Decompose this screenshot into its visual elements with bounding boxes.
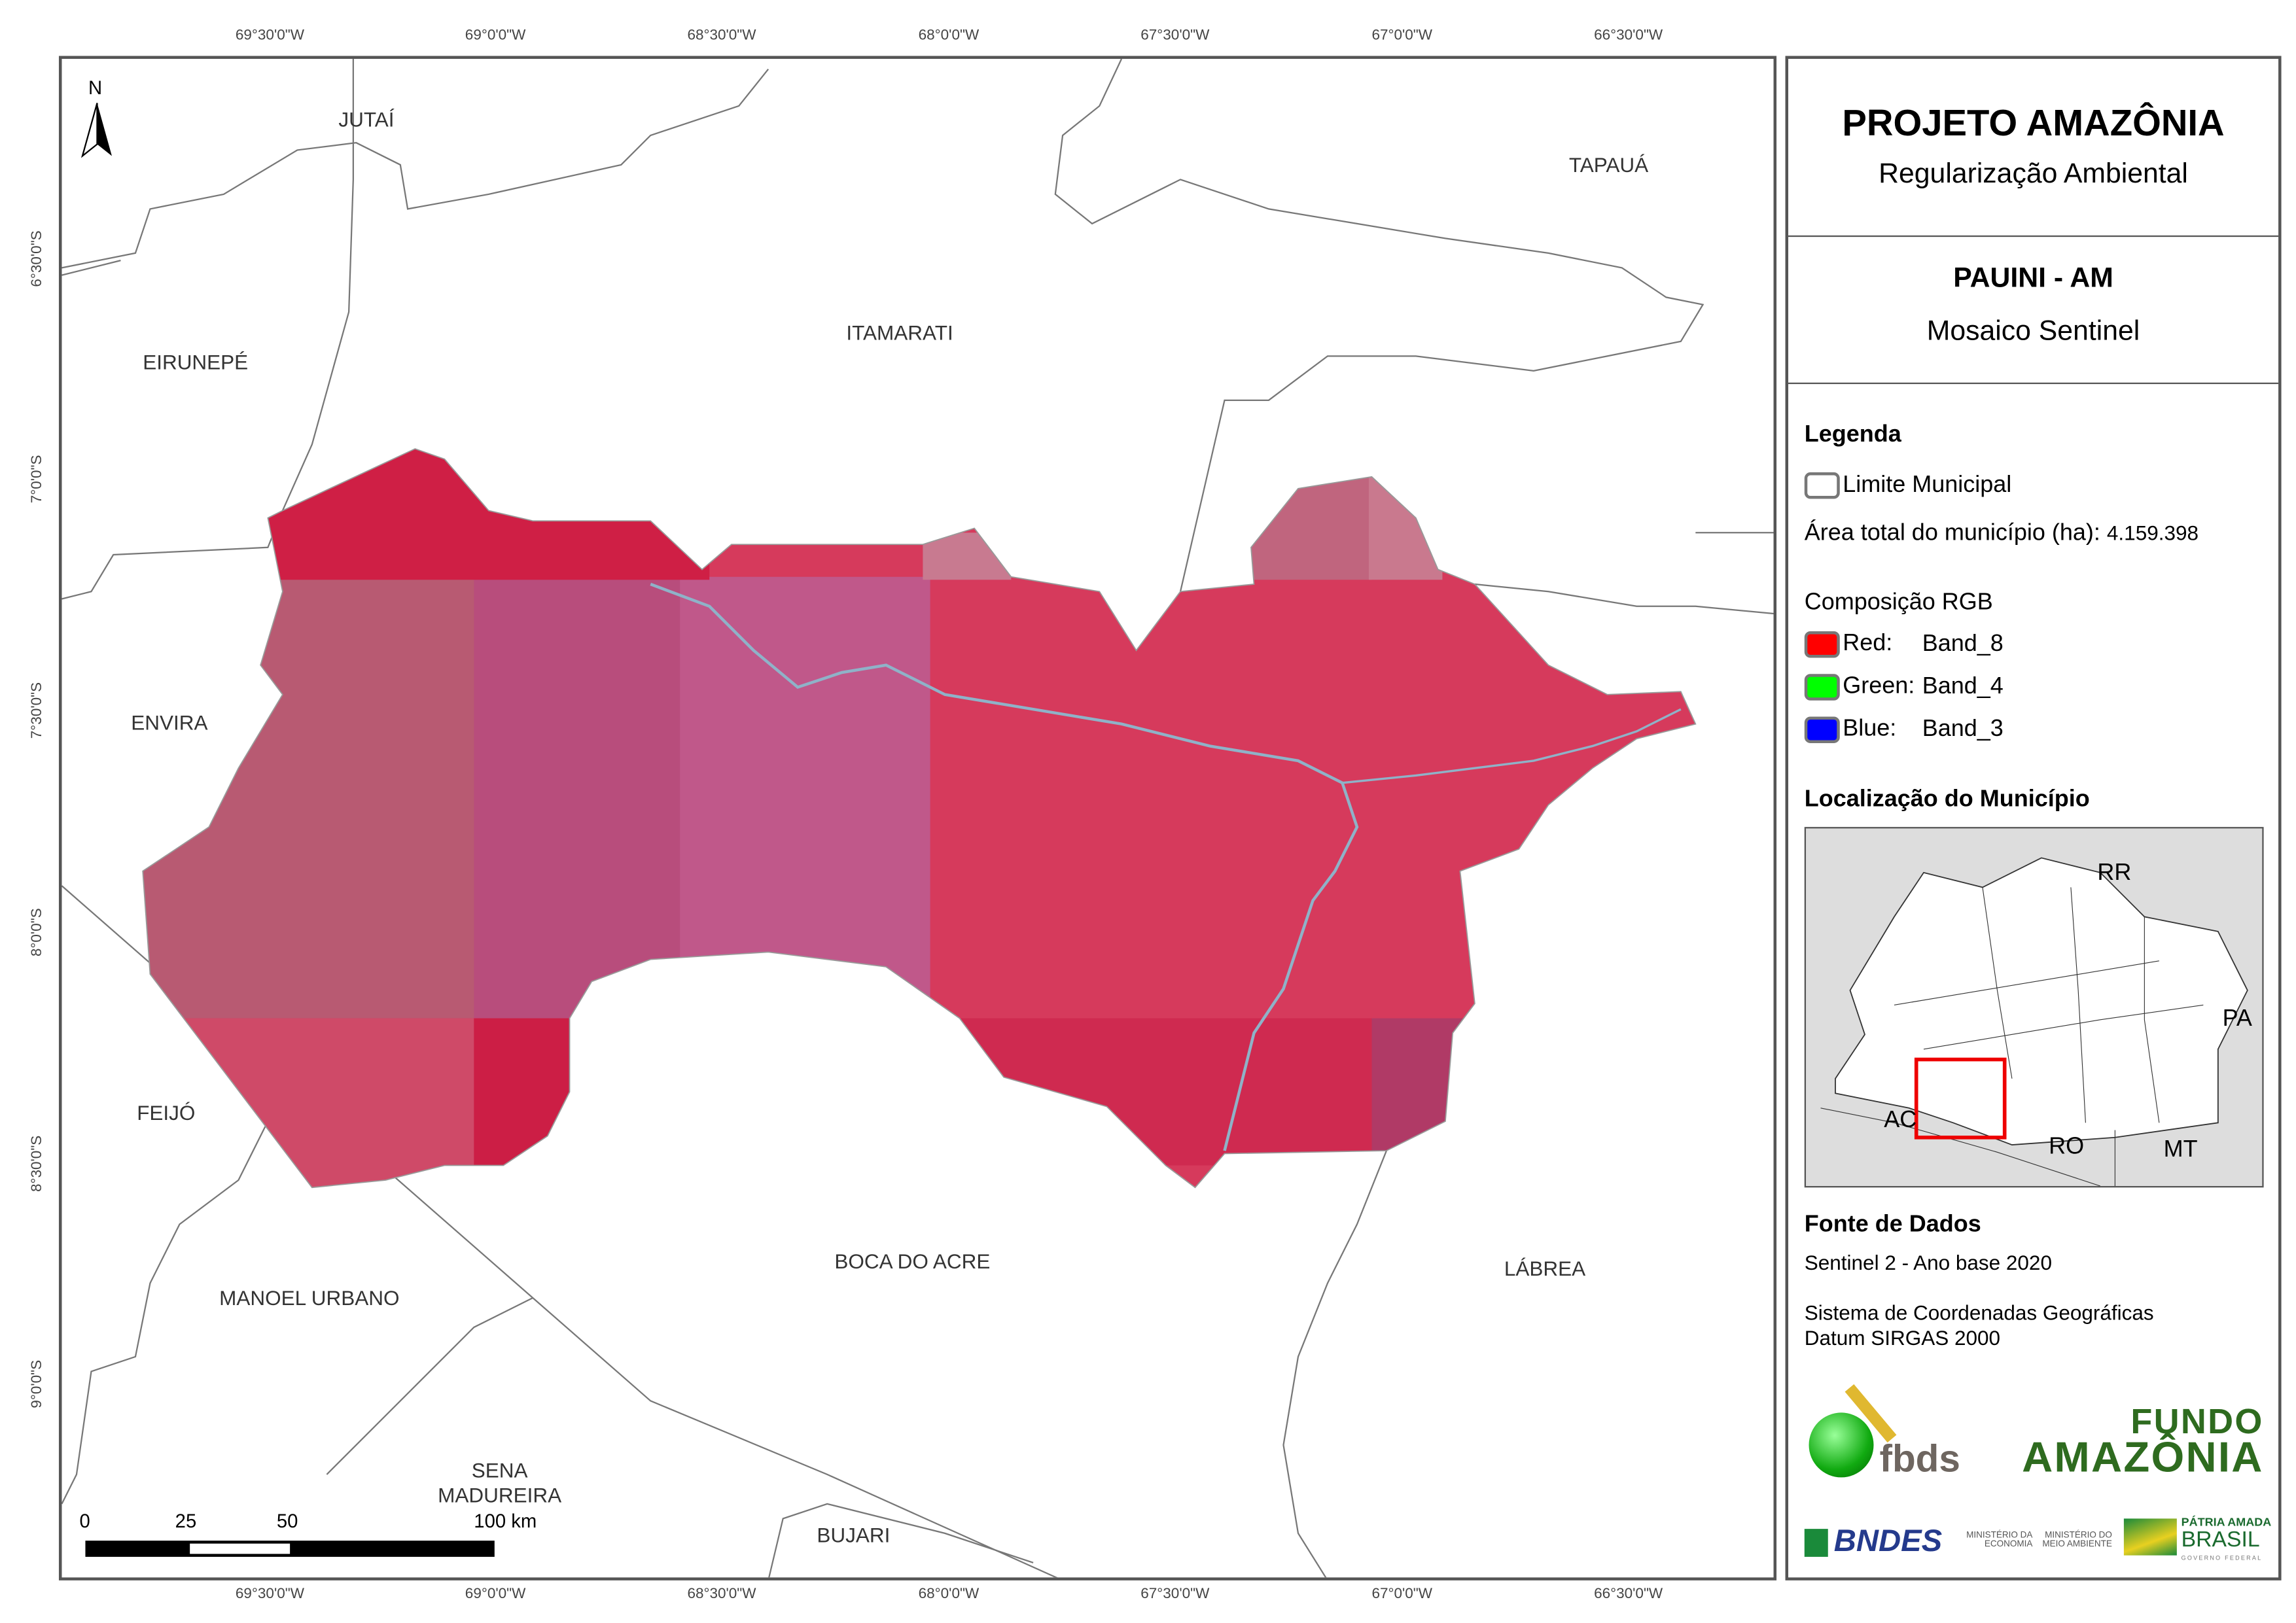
label-boca-do-acre: BOCA DO ACRE [834,1249,991,1273]
mosaic-tile [1368,474,1443,580]
green-swatch [1804,674,1840,701]
mosaic-tile [474,576,695,1019]
legend-band-blue: Blue: Band_3 [1804,716,2004,743]
map-type: Mosaico Sentinel [1926,316,2140,347]
scale-tick: 50 [276,1509,298,1532]
pauini-boundary [142,448,1697,1189]
patria-amada-brasil-logo: PÁTRIA AMADA BRASIL GOVERNO FEDERAL [2181,1515,2272,1562]
sentinel-mosaic [143,449,1696,1188]
mosaic-tile [474,1018,577,1188]
mosaic-tile [143,576,482,1019]
label-itamarati: ITAMARATI [846,321,953,345]
label-bujari: BUJARI [817,1523,891,1547]
lon-label-top: 69°30'0"W [235,27,304,44]
scale-tick: 25 [175,1509,197,1532]
lon-label-bottom: 66°30'0"W [1594,1586,1663,1603]
ministerio-meio-ambiente: MINISTÉRIO DO MEIO AMBIENTE [2042,1531,2112,1550]
river [650,582,1359,1151]
lon-label-top: 67°0'0"W [1371,27,1433,44]
blue-swatch [1804,716,1840,743]
lat-label: 8°0'0"S [29,908,46,957]
lon-label-bottom: 68°30'0"W [687,1586,756,1603]
lon-label-bottom: 68°0'0"W [918,1586,980,1603]
lon-label-bottom: 69°30'0"W [235,1586,304,1603]
area-value: 4.159.398 [2106,521,2199,545]
sources-title: Fonte de Dados [1804,1212,1981,1238]
fbds-logo: fbds [1806,1380,1968,1483]
brasil-flag-logo [2123,1518,2177,1556]
legend-band-green: Green: Band_4 [1804,674,2004,701]
amazonas-state [1835,857,2248,1145]
lon-label-bottom: 67°30'0"W [1140,1586,1210,1603]
lat-label: 7°0'0"S [29,455,46,504]
mosaic-tile [1371,1018,1475,1166]
location-title: Localização do Município [1804,787,2090,812]
inset-label-pa: PA [2222,1006,2252,1032]
ministerio-economia: MINISTÉRIO DA ECONOMIA [1966,1531,2033,1550]
mosaic-tile [268,449,710,580]
lat-label: 8°30'0"S [29,1135,46,1193]
inset-label-mt: MT [2163,1137,2198,1163]
source-text: Sentinel 2 - Ano base 2020 [1804,1250,2052,1274]
bndes-logo: BNDES [1804,1524,1942,1560]
lon-label-top: 69°0'0"W [465,27,526,44]
map-frame[interactable]: N JUTAÍ TAPAUÁ EIRUNEPÉ ITAMARATI ENVIRA… [58,56,1777,1580]
datum-text: Datum SIRGAS 2000 [1804,1325,2001,1350]
river [1342,708,1682,784]
legend-band-red: Red: Band_8 [1804,631,2004,658]
project-title: PROJETO AMAZÔNIA [1842,103,2225,145]
inset-label-rr: RR [2097,860,2132,886]
scale-tick: 0 [79,1509,90,1532]
project-subtitle: Regularização Ambiental [1879,158,2188,190]
label-sena-madureira: SENA MADUREIRA [438,1458,562,1507]
label-tapaua: TAPAUÁ [1568,152,1649,177]
lon-label-top: 68°30'0"W [687,27,756,44]
lat-label: 6°30'0"S [29,230,46,287]
crs-text: Sistema de Coordenadas Geográficas [1804,1300,2154,1325]
location-inset-map: RR PA AC RO MT [1804,827,2264,1188]
label-eirunepe: EIRUNEPÉ [143,350,249,374]
lon-label-top: 68°0'0"W [918,27,980,44]
mosaic-tile [923,1018,1372,1166]
area-row: Área total do município (ha): 4.159.398 [1804,521,2199,546]
scale-tick: 100 km [474,1509,537,1532]
map-canvas [62,58,1774,1578]
pauini-location-box [1914,1057,2007,1140]
lon-label-bottom: 67°0'0"W [1371,1586,1433,1603]
label-envira: ENVIRA [131,710,208,735]
north-arrow-icon [80,103,98,158]
label-manoel-urbano: MANOEL URBANO [219,1285,400,1310]
rgb-title: Composição RGB [1804,590,1993,616]
lat-label: 7°30'0"S [29,682,46,739]
mosaic-tile [680,576,930,1004]
label-labrea: LÁBREA [1504,1256,1586,1280]
red-swatch [1804,631,1840,658]
mosaic-tile [1239,474,1372,580]
inset-label-ro: RO [2049,1134,2085,1160]
municipal-boundaries [62,58,1774,1578]
label-jutai: JUTAÍ [338,107,395,131]
inset-label-ac: AC [1884,1108,1917,1134]
label-feijo: FEIJÓ [137,1100,196,1125]
north-label: N [88,76,103,99]
legend-title: Legenda [1804,422,1901,447]
lon-label-bottom: 69°0'0"W [465,1586,526,1603]
legend-item-limit: Limite Municipal [1804,472,2011,499]
lon-label-top: 67°30'0"W [1140,27,1210,44]
fundo-amazonia-logo: FUNDO AMAZÔNIA [2022,1402,2264,1482]
municipality-title: PAUINI - AM [1953,263,2113,294]
limit-swatch [1804,472,1840,499]
lat-label: 9°0'0"S [29,1359,46,1408]
lon-label-top: 66°30'0"W [1594,27,1663,44]
legend-panel: PROJETO AMAZÔNIA Regularização Ambiental… [1785,56,2282,1580]
